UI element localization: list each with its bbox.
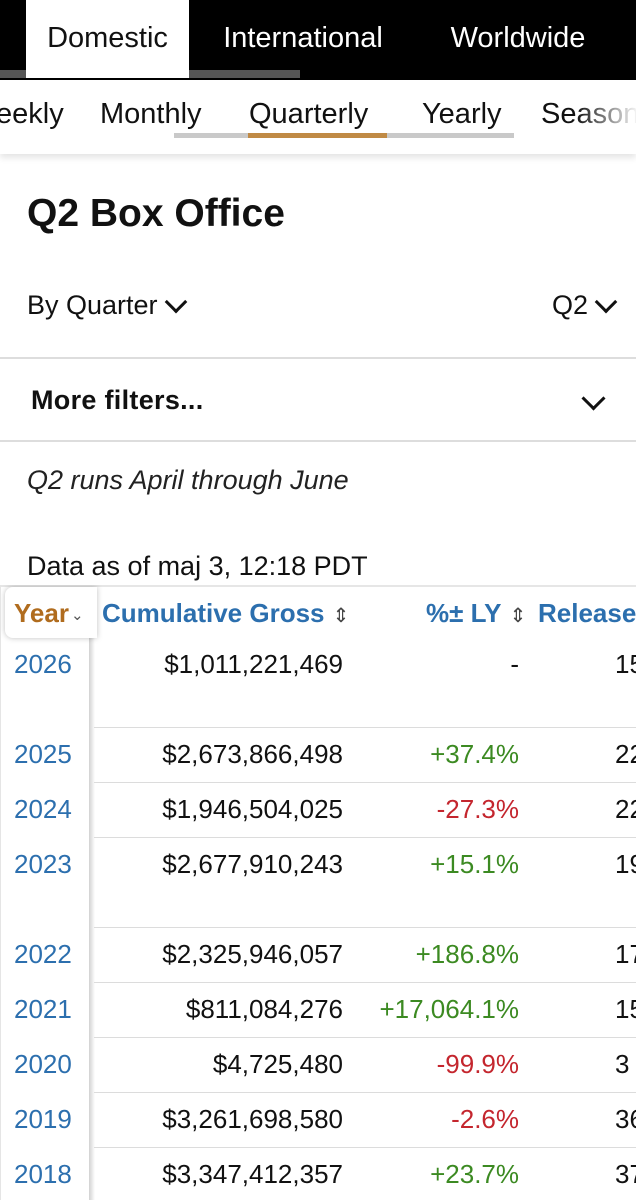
header-gross-label: Cumulative Gross	[102, 598, 325, 628]
period-fade	[576, 80, 636, 150]
table-row: 2024 $1,946,504,025 -27.3% 22	[1, 783, 636, 838]
header-pct-label: %± LY	[426, 598, 502, 628]
header-year[interactable]: Year ⌄	[5, 587, 97, 638]
header-pct-ly[interactable]: %± LY ⇕	[426, 598, 526, 629]
tab-international[interactable]: International	[223, 21, 383, 54]
year-link[interactable]: 2018	[14, 1159, 72, 1189]
divider	[0, 440, 636, 442]
pct-change: +15.1%	[430, 849, 519, 879]
table-row: 2022 $2,325,946,057 +186.8% 17	[1, 928, 636, 983]
pct-change: +17,064.1%	[379, 994, 519, 1024]
tab-domestic[interactable]: Domestic	[26, 0, 189, 76]
pct-change: +186.8%	[415, 939, 519, 969]
year-link[interactable]: 2019	[14, 1104, 72, 1134]
cumulative-gross: $2,325,946,057	[162, 939, 343, 969]
pct-change: -27.3%	[436, 794, 519, 824]
cumulative-gross: $3,347,412,357	[162, 1159, 343, 1189]
region-tab-bar: Domestic International Worldwide	[0, 0, 636, 80]
cumulative-gross: $2,677,910,243	[162, 849, 343, 879]
table-row: 2026 $1,011,221,469 - 15	[1, 638, 636, 728]
releases-count: 37	[615, 1159, 636, 1189]
year-link[interactable]: 2021	[14, 994, 72, 1024]
tab-monthly[interactable]: Monthly	[100, 98, 202, 130]
chevron-down-icon	[164, 290, 187, 313]
releases-count: 15	[615, 994, 636, 1024]
quarter-note: Q2 runs April through June	[27, 465, 349, 495]
by-quarter-label: By Quarter	[27, 290, 158, 320]
cumulative-gross: $3,261,698,580	[162, 1104, 343, 1134]
year-link[interactable]: 2020	[14, 1049, 72, 1079]
row-divider	[94, 727, 636, 728]
cumulative-gross: $1,946,504,025	[162, 794, 343, 824]
header-releases-label: Releases	[538, 598, 636, 628]
table-row: 2023 $2,677,910,243 +15.1% 19	[1, 838, 636, 928]
quarter-select-value: Q2	[551, 290, 588, 320]
divider	[0, 357, 636, 359]
box-office-table: Year⌄ Cumulative Gross⇕ %± LY⇕ Releases …	[0, 585, 636, 1200]
pct-change: +23.7%	[430, 1159, 519, 1189]
table-row: 2020 $4,725,480 -99.9% 3	[1, 1038, 636, 1093]
region-scroll-indicator	[0, 70, 300, 78]
cumulative-gross: $811,084,276	[185, 994, 343, 1024]
row-divider	[94, 782, 636, 783]
releases-count: 15	[615, 649, 636, 679]
releases-count: 22	[615, 739, 636, 769]
releases-count: 19	[615, 849, 636, 879]
year-link[interactable]: 2023	[14, 849, 72, 879]
tab-worldwide[interactable]: Worldwide	[450, 21, 586, 54]
sort-icon: ⇕	[509, 605, 527, 627]
pct-change: -	[510, 649, 519, 679]
page-title: Q2 Box Office	[27, 192, 285, 235]
releases-count: 22	[615, 794, 636, 824]
tab-weekly[interactable]: eekly	[0, 98, 64, 130]
table-row: 2021 $811,084,276 +17,064.1% 15	[1, 983, 636, 1038]
cumulative-gross: $2,673,866,498	[162, 739, 343, 769]
year-link[interactable]: 2024	[14, 794, 72, 824]
chevron-down-icon[interactable]	[581, 386, 606, 411]
header-releases[interactable]: Releases	[538, 598, 636, 629]
releases-count: 3	[615, 1049, 630, 1079]
row-divider	[94, 982, 636, 983]
sticky-column-shadow	[89, 638, 95, 1200]
row-divider	[94, 1037, 636, 1038]
pct-change: +37.4%	[430, 739, 519, 769]
by-quarter-dropdown[interactable]: By Quarter	[27, 290, 187, 321]
pct-change: -99.9%	[436, 1049, 519, 1079]
tab-quarterly[interactable]: Quarterly	[249, 98, 369, 130]
pct-change: -2.6%	[451, 1104, 519, 1134]
period-active-indicator	[248, 133, 387, 138]
sort-desc-icon: ⌄	[70, 607, 84, 625]
period-tab-bar: eekly Monthly Quarterly Yearly Season	[0, 80, 636, 154]
year-link[interactable]: 2026	[14, 649, 72, 679]
row-divider	[94, 1147, 636, 1148]
row-divider	[94, 927, 636, 928]
data-timestamp: Data as of maj 3, 12:18 PDT	[27, 551, 368, 581]
quarter-select[interactable]: Q2	[551, 290, 618, 321]
releases-count: 36	[615, 1104, 636, 1134]
row-divider	[94, 1092, 636, 1093]
cumulative-gross: $4,725,480	[212, 1049, 343, 1079]
year-link[interactable]: 2025	[14, 739, 72, 769]
chevron-down-icon	[594, 290, 618, 313]
year-link[interactable]: 2022	[14, 939, 72, 969]
sort-icon: ⇕	[332, 605, 350, 627]
row-divider	[94, 837, 636, 838]
header-cumulative-gross[interactable]: Cumulative Gross ⇕	[102, 598, 349, 629]
table-row: 2025 $2,673,866,498 +37.4% 22	[1, 728, 636, 783]
tab-yearly[interactable]: Yearly	[422, 98, 502, 130]
header-year-label: Year	[14, 598, 69, 628]
table-row: 2018 $3,347,412,357 +23.7% 37	[1, 1148, 636, 1200]
releases-count: 17	[615, 939, 636, 969]
more-filters-toggle[interactable]: More filters...	[31, 385, 204, 415]
table-header: Year⌄ Cumulative Gross ⇕ %± LY ⇕ Releases	[1, 585, 636, 638]
cumulative-gross: $1,011,221,469	[164, 649, 343, 679]
table-row: 2019 $3,261,698,580 -2.6% 36	[1, 1093, 636, 1148]
